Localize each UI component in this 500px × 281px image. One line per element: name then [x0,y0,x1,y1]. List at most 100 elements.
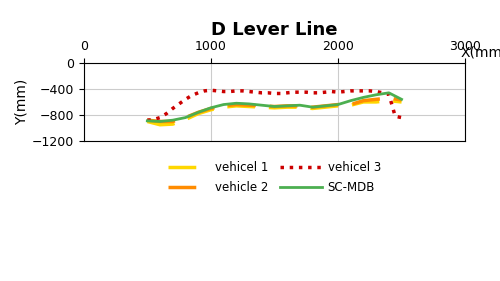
SC-MDB [335,103,341,106]
vehicel 3 [157,116,163,119]
vehicel 1 [144,120,150,123]
vehicel 3 [214,89,220,92]
vehicel 3 [367,89,373,92]
vehicel 3 [398,116,404,119]
vehicle 2 [246,103,252,107]
vehicle 2 [234,103,239,106]
SC-MDB [373,93,379,96]
SC-MDB [360,96,366,99]
vehicle 2 [398,98,404,102]
vehicle 2 [272,105,278,108]
vehicel 3 [176,102,182,106]
Line: vehicel 1: vehicel 1 [148,101,402,125]
SC-MDB [170,119,175,122]
vehicle 2 [386,96,392,100]
vehicel 1 [220,105,226,109]
SC-MDB [144,119,150,123]
vehicel 1 [310,107,316,110]
vehicel 3 [342,90,347,93]
SC-MDB [348,99,354,102]
vehicel 3 [373,90,379,93]
Y-axis label: Y(mm): Y(mm) [15,79,29,125]
vehicel 3 [144,119,150,122]
SC-MDB [195,111,201,114]
vehicel 3 [354,89,360,92]
vehicel 3 [316,91,322,94]
SC-MDB [310,105,316,109]
SC-MDB [398,98,404,101]
vehicel 3 [258,91,264,94]
vehicel 3 [220,90,226,93]
vehicle 2 [220,104,226,108]
vehicel 3 [234,89,239,92]
vehicel 3 [328,90,334,93]
vehicle 2 [348,103,354,106]
vehicle 2 [258,104,264,108]
SC-MDB [272,105,278,108]
Line: vehicle 2: vehicle 2 [148,98,402,121]
Title: D Lever Line: D Lever Line [211,21,338,38]
SC-MDB [208,106,214,110]
vehicel 3 [360,89,366,92]
vehicle 2 [310,105,316,109]
vehicle 2 [157,120,163,123]
vehicel 1 [208,108,214,112]
vehicle 2 [284,104,290,108]
SC-MDB [284,104,290,108]
vehicel 3 [380,91,386,94]
vehicel 3 [322,90,328,94]
vehicel 3 [182,98,188,101]
SC-MDB [220,103,226,106]
vehicel 1 [234,104,239,108]
vehicle 2 [195,111,201,114]
SC-MDB [246,102,252,106]
vehicel 1 [258,105,264,109]
Line: SC-MDB: SC-MDB [148,93,402,121]
SC-MDB [322,104,328,108]
vehicel 1 [170,123,175,126]
vehicel 1 [322,105,328,109]
vehicel 3 [227,90,233,93]
vehicle 2 [144,119,150,122]
Legend: vehicel 1, vehicle 2, vehicel 3, SC-MDB: vehicel 1, vehicle 2, vehicel 3, SC-MDB [164,156,386,199]
vehicel 1 [348,103,354,107]
vehicle 2 [208,107,214,110]
vehicel 3 [348,89,354,92]
SC-MDB [258,103,264,107]
vehicel 1 [398,100,404,104]
vehicel 3 [164,112,170,115]
vehicel 1 [373,100,379,104]
vehicle 2 [335,103,341,106]
vehicel 3 [284,91,290,94]
SC-MDB [234,101,239,105]
vehicel 3 [170,107,175,110]
vehicel 1 [246,105,252,108]
SC-MDB [297,103,303,107]
vehicel 3 [386,92,392,96]
Line: vehicel 3: vehicel 3 [148,90,402,120]
vehicel 3 [208,89,214,92]
vehicel 3 [335,90,341,94]
vehicel 3 [310,91,316,94]
vehicel 1 [157,123,163,126]
vehicle 2 [182,116,188,119]
vehicel 3 [189,94,195,97]
SC-MDB [182,116,188,119]
vehicle 2 [360,99,366,102]
vehicel 3 [265,91,271,94]
vehicle 2 [373,98,379,101]
vehicel 3 [278,92,284,95]
SC-MDB [157,120,163,123]
vehicel 3 [202,89,207,92]
vehicel 3 [272,92,278,95]
vehicle 2 [297,104,303,108]
vehicel 1 [360,100,366,104]
vehicel 3 [303,90,309,94]
vehicel 1 [272,106,278,110]
vehicel 3 [246,90,252,93]
X-axis label: X(mm): X(mm) [460,46,500,60]
vehicel 3 [252,90,258,94]
vehicel 1 [386,99,392,102]
vehicle 2 [322,104,328,108]
SC-MDB [386,91,392,94]
